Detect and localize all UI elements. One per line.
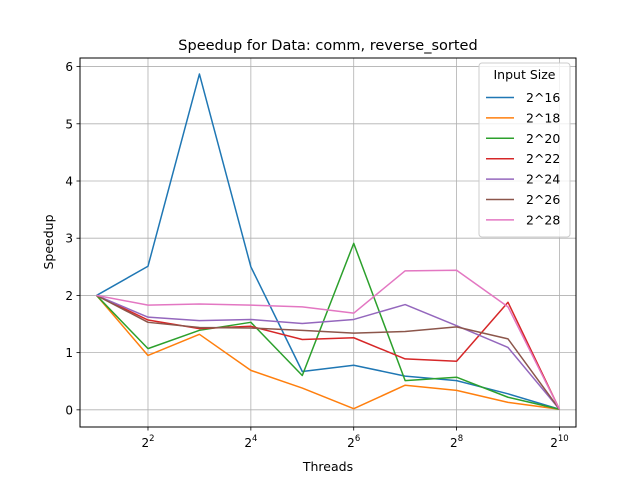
legend-item: 2^24	[486, 172, 560, 187]
legend-label: 2^16	[526, 90, 560, 105]
series-line-1	[95, 294, 560, 411]
legend-item: 2^22	[486, 151, 560, 166]
plot-frame	[79, 57, 577, 428]
legend-label: 2^26	[526, 192, 560, 207]
x-tick-label: 24	[244, 434, 257, 450]
legend-item: 2^18	[486, 110, 560, 125]
y-tick-label: 3	[65, 232, 73, 246]
y-axis-label: Speedup	[41, 214, 56, 269]
legend-item: 2^16	[486, 90, 560, 105]
y-tick-label: 2	[65, 289, 73, 303]
x-tick-label: 28	[450, 434, 463, 450]
legend-box	[478, 62, 571, 238]
y-tick-label: 0	[65, 403, 73, 417]
x-axis-ticks: 22 24 26 28 210	[141, 427, 569, 450]
y-axis-ticks: 0 1 2 3 4 5 6	[65, 60, 80, 417]
legend-label: 2^24	[526, 172, 560, 187]
y-tick-label: 6	[65, 60, 73, 74]
legend-item: 2^20	[486, 131, 560, 146]
y-tick-label: 4	[65, 175, 73, 189]
series-line-5	[96, 294, 561, 410]
y-tick-label: 5	[65, 117, 73, 131]
y-tick-label: 1	[65, 346, 73, 360]
legend-item: 2^26	[486, 192, 560, 207]
chart-title: Speedup for Data: comm, reverse_sorted	[178, 38, 477, 54]
legend-label: 2^20	[526, 131, 560, 146]
series-lines	[95, 73, 561, 411]
legend-item: 2^28	[486, 212, 560, 227]
legend-label: 2^18	[526, 110, 560, 125]
legend-label: 2^28	[526, 212, 560, 227]
x-tick-label: 26	[347, 434, 360, 450]
legend-title: Input Size	[494, 67, 556, 82]
x-tick-label: 210	[550, 434, 568, 450]
series-line-4	[96, 294, 561, 410]
x-axis-label: Threads	[302, 459, 353, 474]
legend: Input Size 2^16 2^18 2^20 2^22 2^24 2^26 2^28	[478, 62, 571, 238]
series-line-6	[96, 269, 561, 410]
legend-label: 2^22	[526, 151, 560, 166]
x-tick-label: 22	[141, 434, 154, 450]
